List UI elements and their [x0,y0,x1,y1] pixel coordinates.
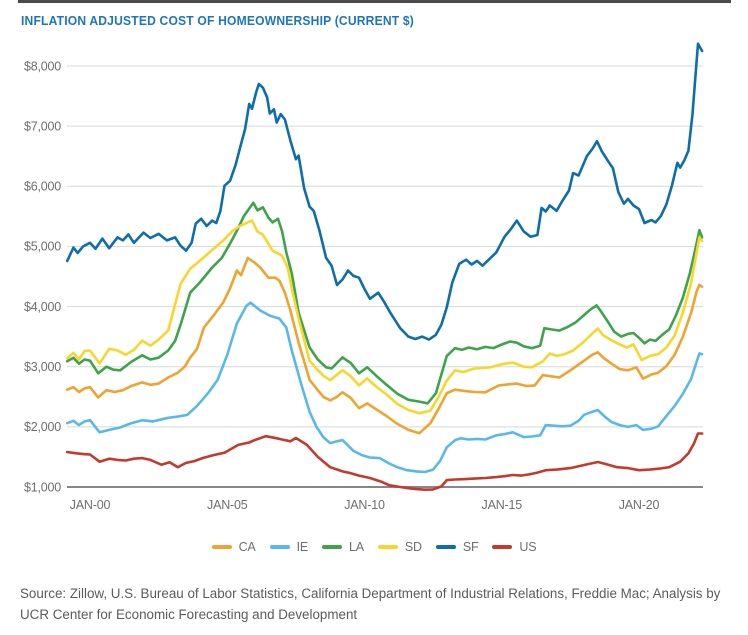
y-axis-label: $4,000 [24,300,61,314]
legend-label-sd: SD [404,540,422,554]
y-axis-label: $7,000 [24,119,61,133]
source-credit: Source: Zillow, U.S. Bureau of Labor Sta… [20,583,740,625]
y-axis-label: $1,000 [24,480,61,494]
legend-label-us: US [519,540,537,554]
legend-swatch-la [321,545,342,549]
series-line-ca [65,256,704,435]
legend-item-la: LA [321,540,364,554]
chart-legend: CA IE LA SD SF US [0,540,748,554]
chart-title: INFLATION ADJUSTED COST OF HOMEOWNERSHIP… [21,13,414,28]
y-axis-label: $6,000 [24,180,61,194]
x-axis-label: JAN-15 [482,498,523,512]
legend-item-ca: CA [211,540,256,554]
source-credit-line: UCR Center for Economic Forecasting and … [20,607,358,622]
series-line-ie [65,301,704,474]
y-axis-label: $2,000 [24,420,61,434]
x-axis-label: JAN-20 [619,498,660,512]
legend-label-sf: SF [462,540,479,554]
legend-item-sf: SF [435,540,479,554]
y-axis-label: $8,000 [24,59,61,73]
y-axis-label: $3,000 [24,360,61,374]
legend-item-sd: SD [377,540,422,554]
x-axis-label: JAN-00 [70,498,111,512]
y-axis-label: $5,000 [24,240,61,254]
source-credit-line: Source: Zillow, U.S. Bureau of Labor Sta… [20,586,721,601]
homeownership-cost-chart: $1,000 $2,000 $3,000 $4,000 $5,000 $6,000 $7,0… [24,42,704,512]
legend-label-ie: IE [296,540,309,554]
legend-swatch-ie [269,545,290,549]
legend-swatch-us [492,545,513,549]
legend-swatch-ca [211,545,232,549]
top-divider [18,0,731,3]
series-line-la [65,201,704,405]
legend-swatch-sd [377,545,398,549]
series-line-sd [65,219,704,415]
legend-swatch-sf [435,545,456,549]
series-line-us [65,432,704,492]
legend-label-ca: CA [238,540,256,554]
x-axis-label: JAN-10 [344,498,385,512]
legend-label-la: LA [348,540,364,554]
series-line-sf [65,42,704,341]
legend-item-us: US [492,540,537,554]
legend-item-ie: IE [269,540,309,554]
x-axis-label: JAN-05 [207,498,248,512]
